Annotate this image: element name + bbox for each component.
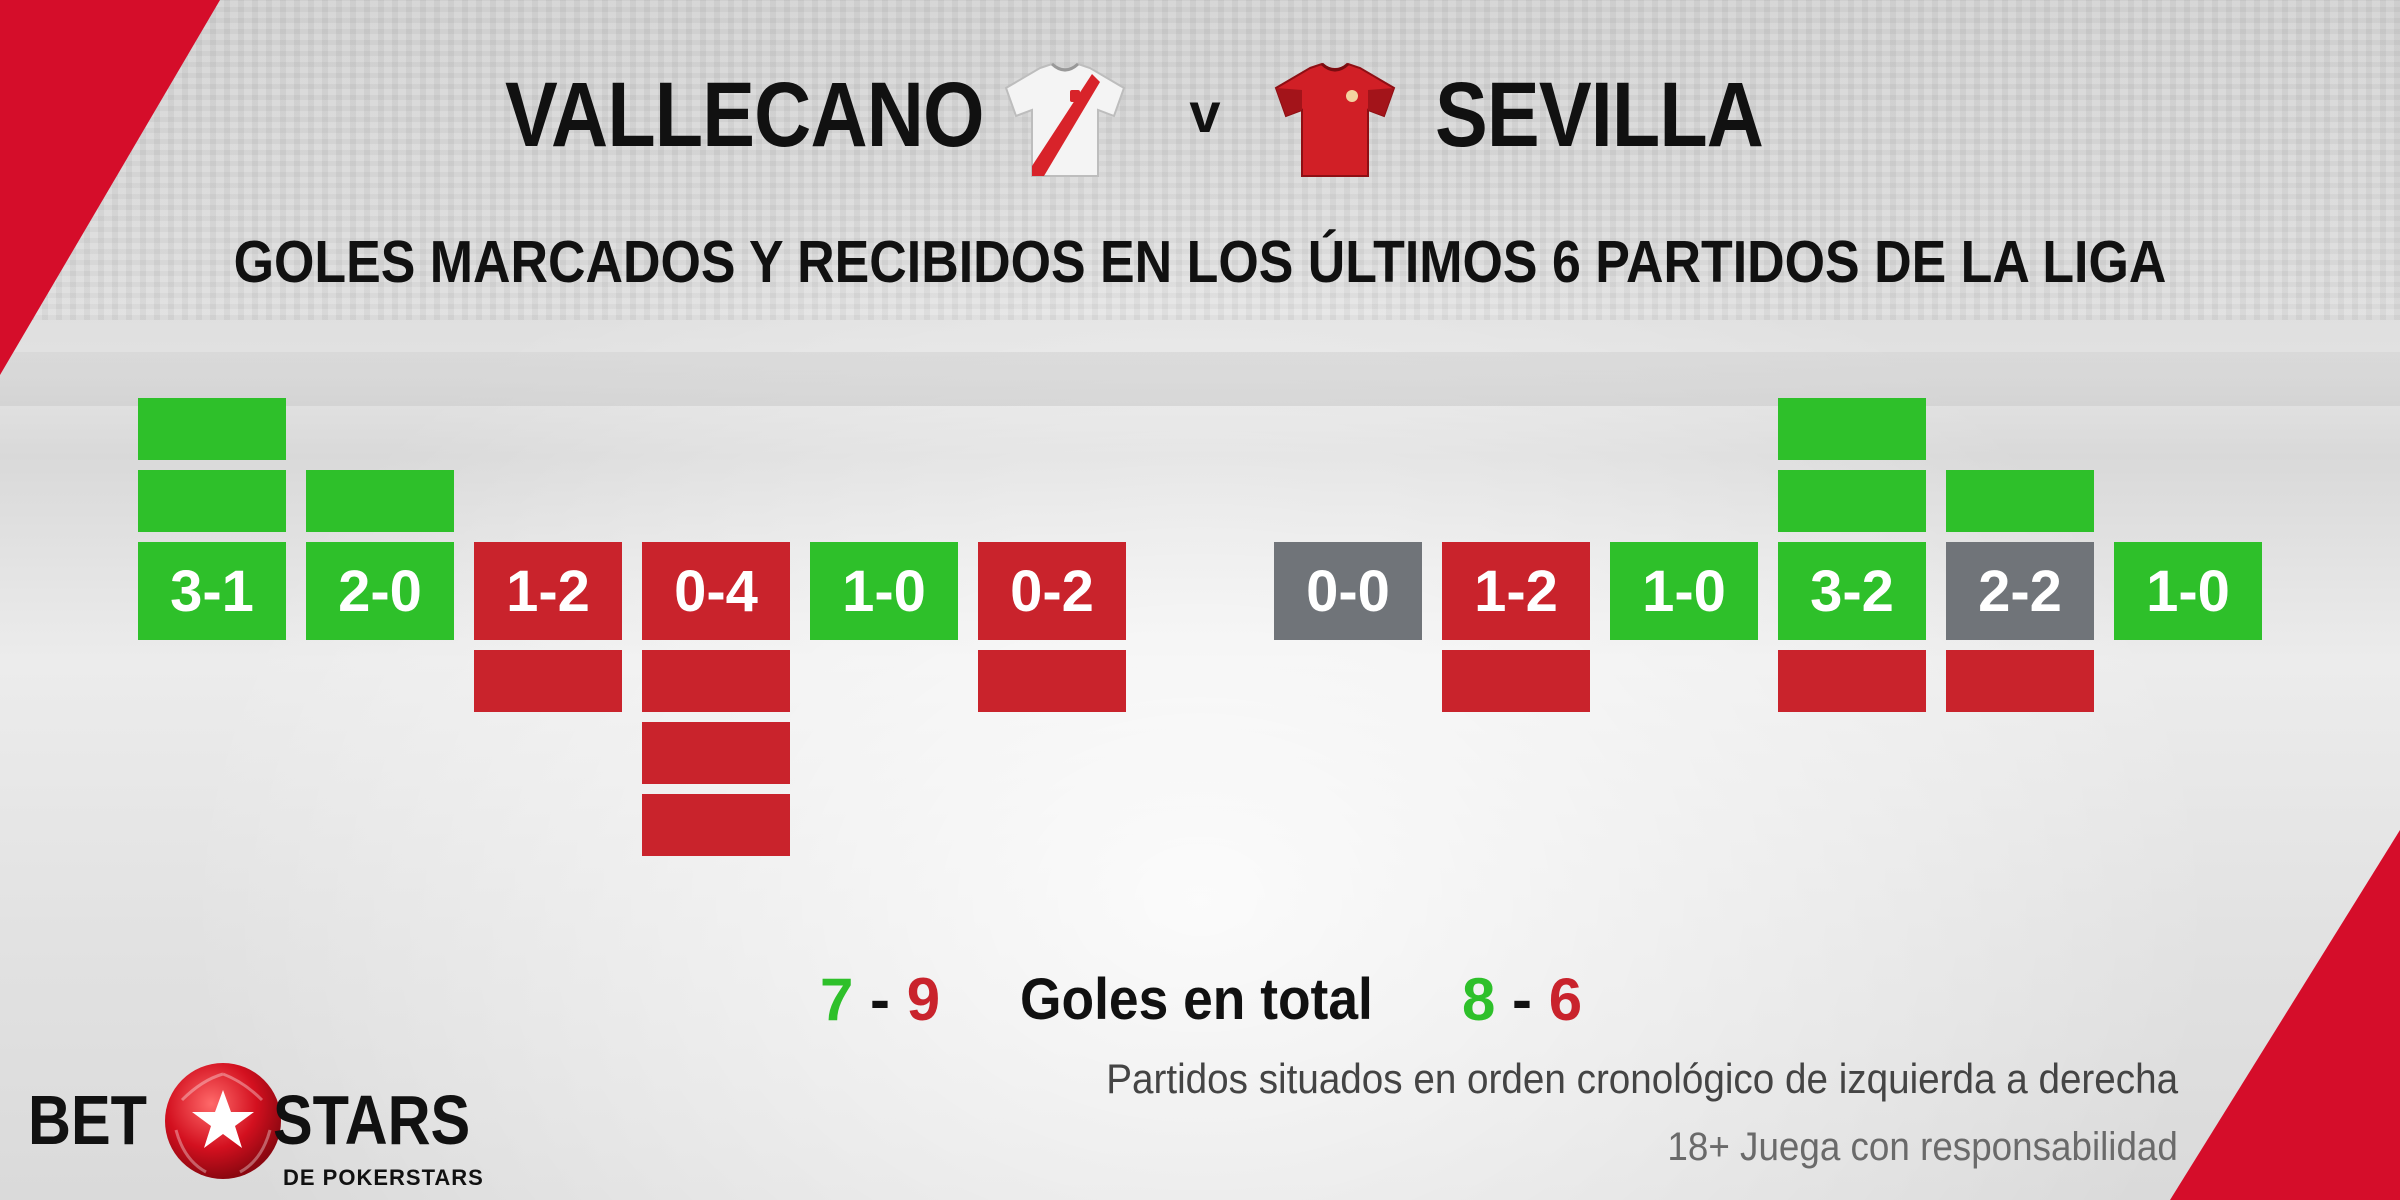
responsible-gambling-disclaimer: 18+ Juega con responsabilidad xyxy=(1667,1125,2178,1169)
away-totals: 8 - 6 xyxy=(1462,965,1582,1035)
score-box xyxy=(1610,542,1758,640)
home-total-scored: 7 xyxy=(820,966,854,1033)
goal-scored-block xyxy=(138,470,286,532)
logo-subtitle: DE POKERSTARS xyxy=(283,1165,484,1190)
score-label: 3-2 xyxy=(1810,559,1894,624)
score-box xyxy=(1778,542,1926,640)
score-label: 2-2 xyxy=(1978,559,2062,624)
goal-scored-block xyxy=(1778,470,1926,532)
score-box xyxy=(138,542,286,640)
goal-scored-block xyxy=(138,398,286,460)
red-corner-bottom-right xyxy=(2170,830,2400,1200)
logo-stars-text: STARS xyxy=(273,1081,471,1159)
home-totals: 7 - 9 xyxy=(820,965,940,1035)
away-jersey-icon xyxy=(1274,62,1396,177)
away-team-name: SEVILLA xyxy=(1435,64,1764,166)
home-total-dash: - xyxy=(870,966,891,1033)
advertising-board-background xyxy=(0,352,2400,406)
goal-scored-block xyxy=(1778,398,1926,460)
chart-title: GOLES MARCADOS Y RECIBIDOS EN LOS ÚLTIMO… xyxy=(233,229,2167,295)
score-label: 2-0 xyxy=(338,559,422,624)
goal-conceded-block xyxy=(642,650,790,712)
score-label: 1-2 xyxy=(506,559,590,624)
goal-conceded-block xyxy=(642,794,790,856)
totals-label: Goles en total xyxy=(1020,967,1373,1032)
goal-conceded-block xyxy=(474,650,622,712)
goal-conceded-block xyxy=(1946,650,2094,712)
red-corner-top-left xyxy=(0,0,220,375)
score-label: 0-4 xyxy=(674,559,758,624)
goal-conceded-block xyxy=(1778,650,1926,712)
score-label: 3-1 xyxy=(170,559,254,624)
chronological-order-note: Partidos situados en orden cronológico d… xyxy=(1106,1055,2178,1102)
logo-bet-text: BET xyxy=(28,1081,147,1159)
goal-scored-block xyxy=(1946,470,2094,532)
score-box xyxy=(2114,542,2262,640)
score-box xyxy=(306,542,454,640)
home-total-conceded: 9 xyxy=(906,966,941,1033)
score-box xyxy=(1442,542,1590,640)
score-label: 1-0 xyxy=(2146,559,2230,624)
score-label: 0-0 xyxy=(1306,559,1390,624)
score-box xyxy=(1274,542,1422,640)
score-label: 1-0 xyxy=(1642,559,1726,624)
football-star-icon xyxy=(165,1063,281,1179)
goal-conceded-block xyxy=(978,650,1126,712)
score-box xyxy=(474,542,622,640)
stadium-crowd-background xyxy=(0,0,2400,320)
betstars-logo: BET STARS DE POKERSTARS xyxy=(28,1060,488,1190)
away-total-dash: - xyxy=(1512,966,1533,1033)
score-label: 0-2 xyxy=(1010,559,1094,624)
home-jersey-icon xyxy=(1004,62,1126,177)
score-box xyxy=(1946,542,2094,640)
score-box xyxy=(978,542,1126,640)
score-label: 1-0 xyxy=(842,559,926,624)
goal-conceded-block xyxy=(642,722,790,784)
away-total-conceded: 6 xyxy=(1548,966,1583,1033)
goal-conceded-block xyxy=(1442,650,1590,712)
away-total-scored: 8 xyxy=(1462,966,1496,1033)
versus-label: v xyxy=(1189,81,1221,144)
goal-scored-block xyxy=(306,470,454,532)
score-label: 1-2 xyxy=(1474,559,1558,624)
score-box xyxy=(810,542,958,640)
score-box xyxy=(642,542,790,640)
home-team-name: VALLECANO xyxy=(505,64,985,166)
